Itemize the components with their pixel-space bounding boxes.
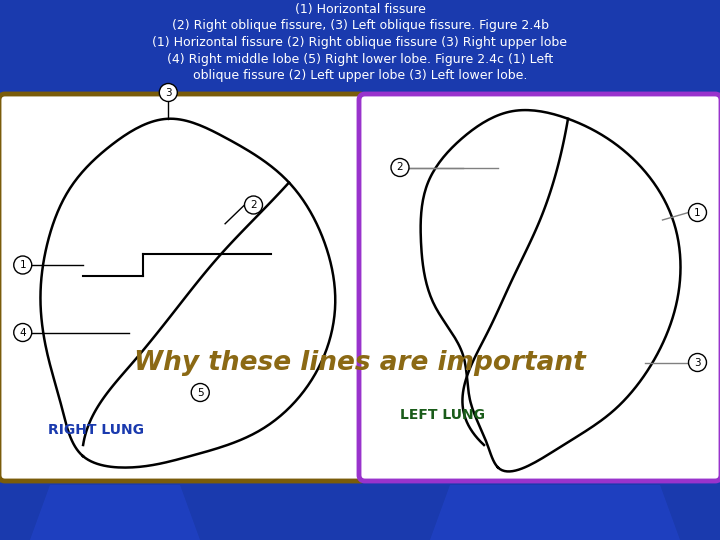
Text: 2: 2 <box>250 200 257 210</box>
Text: Why these lines are important: Why these lines are important <box>134 349 586 375</box>
Polygon shape <box>430 485 680 540</box>
Text: 5: 5 <box>197 388 204 397</box>
Circle shape <box>192 383 210 402</box>
FancyBboxPatch shape <box>0 94 366 481</box>
Circle shape <box>159 84 177 102</box>
Text: 1: 1 <box>694 207 701 218</box>
Circle shape <box>14 323 32 341</box>
Circle shape <box>688 204 706 221</box>
Text: 3: 3 <box>165 87 171 98</box>
Text: RIGHT LUNG: RIGHT LUNG <box>48 423 143 437</box>
Circle shape <box>688 354 706 372</box>
Text: LEFT LUNG: LEFT LUNG <box>400 408 485 422</box>
Polygon shape <box>30 485 200 540</box>
Circle shape <box>391 159 409 177</box>
Circle shape <box>245 196 263 214</box>
Text: 2: 2 <box>397 163 403 172</box>
Text: 3: 3 <box>694 357 701 368</box>
Circle shape <box>14 256 32 274</box>
Text: 4: 4 <box>19 327 26 338</box>
FancyBboxPatch shape <box>359 94 720 481</box>
Text: 1: 1 <box>19 260 26 270</box>
Text: (1) Horizontal fissure
(2) Right oblique fissure, (3) Left oblique fissure. Figu: (1) Horizontal fissure (2) Right oblique… <box>153 3 567 82</box>
